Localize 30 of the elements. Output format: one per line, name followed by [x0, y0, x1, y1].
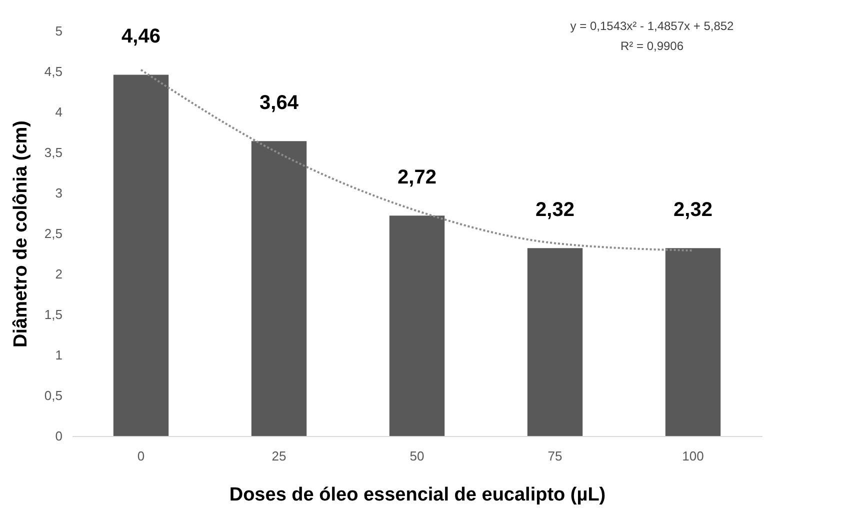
data-label: 2,72 — [398, 166, 436, 189]
y-tick-label: 1,5 — [44, 307, 62, 322]
x-tick-label: 0 — [137, 448, 145, 464]
y-tick-label: 0 — [55, 428, 62, 444]
x-tick-label: 100 — [682, 448, 704, 464]
y-axis-title: Diâmetro de colônia (cm) — [10, 120, 32, 348]
y-tick-label: 0,5 — [44, 388, 62, 403]
bar — [251, 141, 307, 436]
bar — [665, 248, 721, 436]
x-tick-label: 50 — [410, 448, 424, 464]
y-tick-label: 4 — [55, 104, 62, 120]
x-axis-title: Doses de óleo essencial de eucalipto (µL) — [229, 484, 606, 506]
data-label: 3,64 — [260, 92, 300, 114]
bar — [113, 74, 169, 436]
data-label: 2,32 — [674, 199, 712, 222]
y-tick-label: 1 — [55, 348, 62, 362]
data-label: 4,46 — [122, 26, 160, 48]
annotation: y = 0,1543x² - 1,4857x + 5,852 — [570, 19, 734, 33]
data-label: 2,32 — [536, 199, 574, 222]
y-tick-label: 3 — [55, 186, 62, 200]
y-tick-label: 5 — [55, 24, 62, 38]
bar — [527, 248, 583, 436]
x-tick-label: 75 — [548, 448, 562, 464]
annotation: R² = 0,9906 — [620, 39, 684, 53]
bar — [389, 216, 445, 436]
y-tick-label: 3,5 — [44, 145, 62, 160]
y-tick-label: 2,5 — [44, 226, 62, 241]
x-tick-label: 25 — [272, 448, 286, 464]
y-tick-label: 4,5 — [44, 64, 62, 79]
y-tick-label: 2 — [55, 266, 62, 282]
